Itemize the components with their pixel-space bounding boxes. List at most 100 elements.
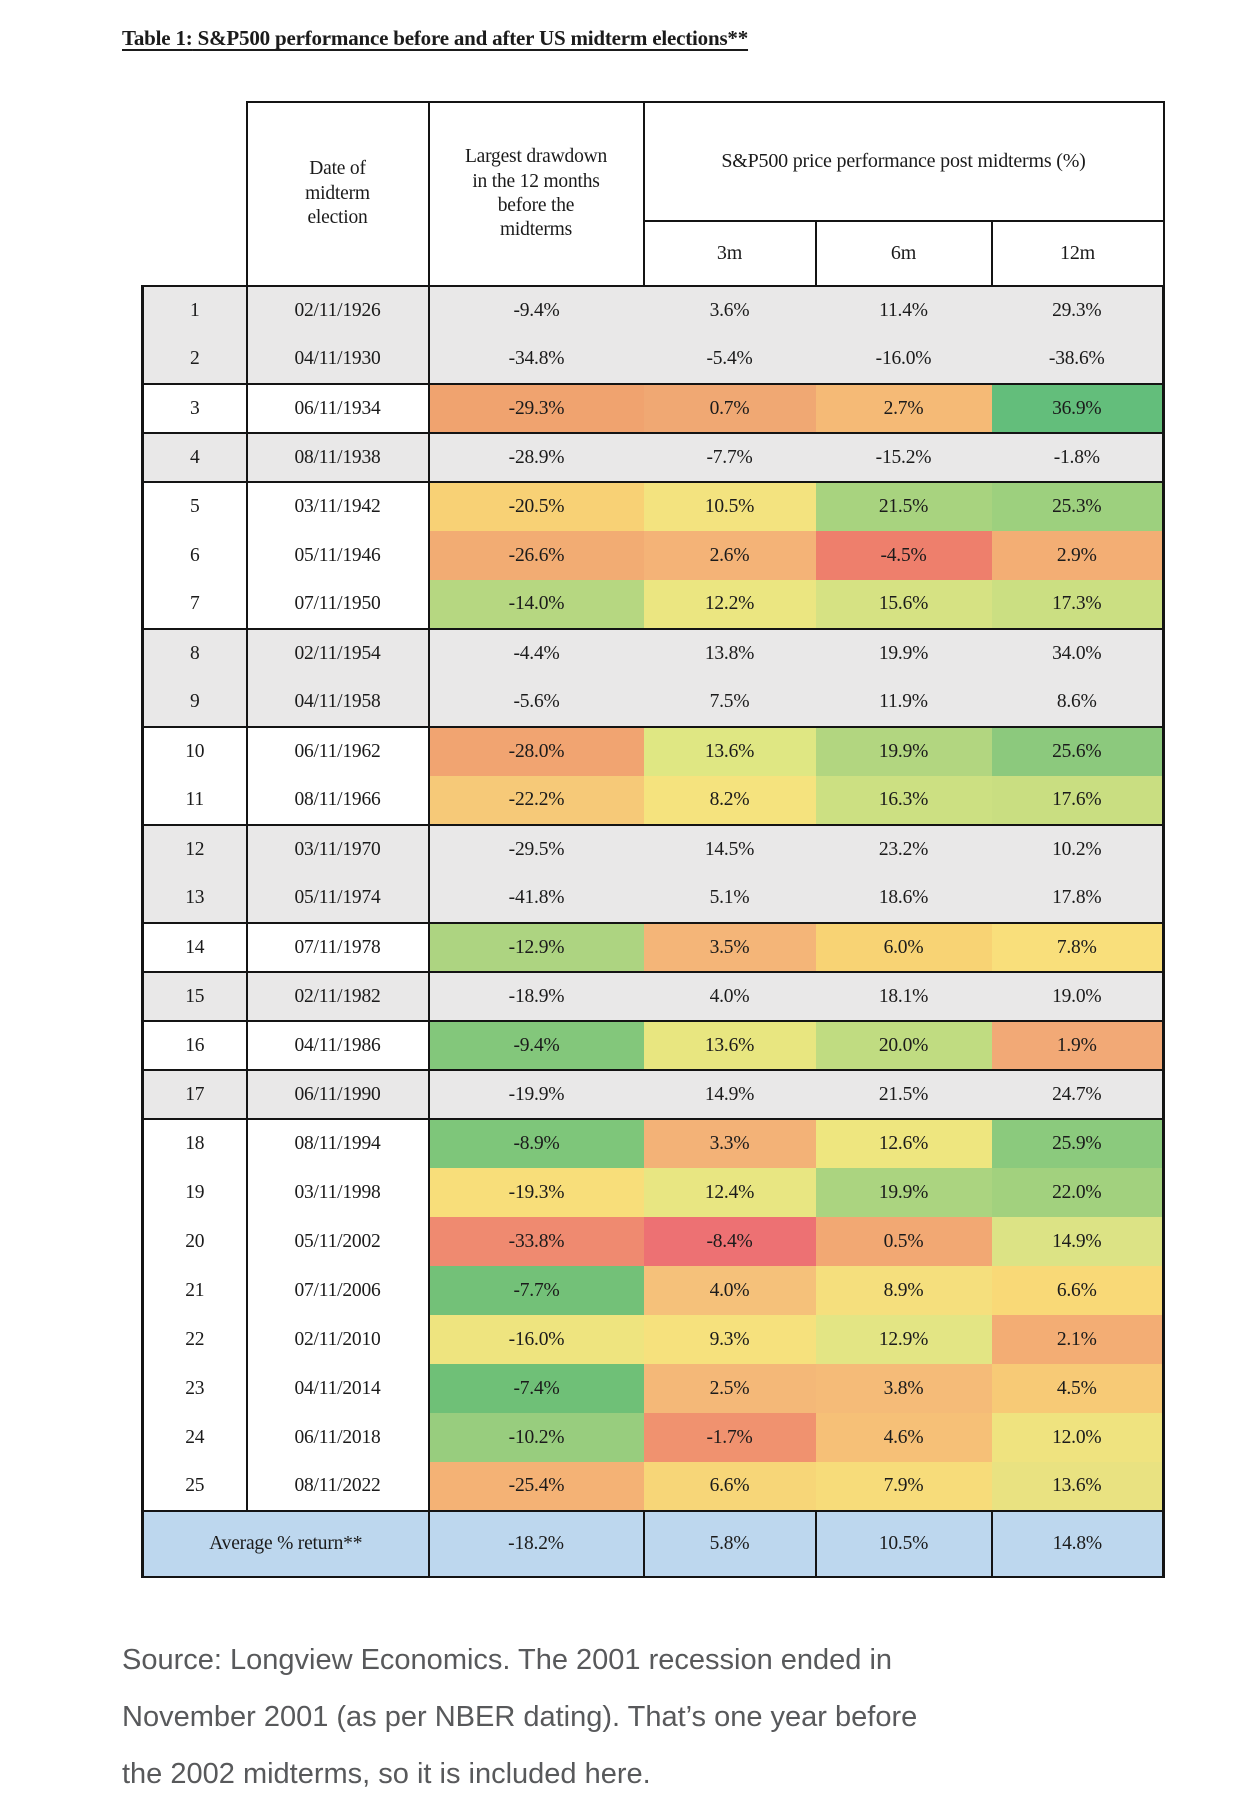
cell-dd: -28.9% (428, 432, 644, 482)
table-row: 7 07/11/1950 -14.0% 12.2% 15.6% 17.3% (141, 580, 1165, 629)
table-row: 16 04/11/1986 -9.4% 13.6% 20.0% 1.9% (141, 1020, 1165, 1070)
table-row: 12 03/11/1970 -29.5% 14.5% 23.2% 10.2% (141, 824, 1165, 874)
table-row: 23 04/11/2014 -7.4% 2.5% 3.8% 4.5% (141, 1364, 1165, 1413)
cell-m12: 17.8% (991, 874, 1165, 923)
cell-m3: 3.3% (643, 1118, 816, 1168)
cell-date: 07/11/1978 (246, 922, 430, 972)
cell-m12: 1.9% (991, 1020, 1165, 1070)
header-drawdown: Largest drawdown in the 12 months before… (427, 101, 645, 287)
cell-m12: 14.9% (991, 1217, 1165, 1266)
cell-num: 11 (141, 776, 248, 825)
table-row: 11 08/11/1966 -22.2% 8.2% 16.3% 17.6% (141, 776, 1165, 825)
table-row: 20 05/11/2002 -33.8% -8.4% 0.5% 14.9% (141, 1217, 1165, 1266)
cell-dd: -4.4% (428, 628, 644, 678)
source-note: Source: Longview Economics. The 2001 rec… (122, 1632, 1256, 1803)
average-row: Average % return** -18.2% 5.8% 10.5% 14.… (141, 1510, 1165, 1578)
cell-m6: 12.6% (815, 1118, 992, 1168)
table-row: 19 03/11/1998 -19.3% 12.4% 19.9% 22.0% (141, 1168, 1165, 1217)
cell-num: 25 (141, 1462, 248, 1511)
cell-m12: 19.0% (991, 971, 1165, 1021)
cell-num: 18 (141, 1118, 248, 1168)
cell-m12: 24.7% (991, 1069, 1165, 1119)
cell-dd: -19.3% (428, 1168, 644, 1217)
cell-date: 02/11/1926 (246, 285, 430, 335)
cell-dd: -18.9% (428, 971, 644, 1021)
table-row: 6 05/11/1946 -26.6% 2.6% -4.5% 2.9% (141, 531, 1165, 580)
cell-num: 12 (141, 824, 248, 874)
cell-num: 22 (141, 1315, 248, 1364)
cell-m12: 2.1% (991, 1315, 1165, 1364)
cell-date: 06/11/1990 (246, 1069, 430, 1119)
cell-dd: -7.7% (428, 1266, 644, 1315)
table-row: 22 02/11/2010 -16.0% 9.3% 12.9% 2.1% (141, 1315, 1165, 1364)
cell-m3: 7.5% (643, 678, 816, 727)
cell-m6: 19.9% (815, 726, 992, 776)
cell-m12: 7.8% (991, 922, 1165, 972)
cell-m3: 10.5% (643, 481, 816, 531)
cell-m3: 2.6% (643, 531, 816, 580)
cell-dd: -7.4% (428, 1364, 644, 1413)
source-line: November 2001 (as per NBER dating). That… (122, 1701, 918, 1733)
cell-m3: 5.1% (643, 874, 816, 923)
cell-dd: -20.5% (428, 481, 644, 531)
cell-num: 16 (141, 1020, 248, 1070)
cell-m3: 12.2% (643, 580, 816, 629)
table-body: 1 02/11/1926 -9.4% 3.6% 11.4% 29.3% 2 04/11/193… (141, 285, 1165, 1511)
cell-dd: -12.9% (428, 922, 644, 972)
table-header: Date of midterm election Largest drawdow… (142, 101, 1165, 287)
cell-dd: -28.0% (428, 726, 644, 776)
table-row: 10 06/11/1962 -28.0% 13.6% 19.9% 25.6% (141, 726, 1165, 776)
cell-num: 2 (141, 335, 248, 384)
average-3m: 5.8% (642, 1510, 817, 1578)
cell-m6: 16.3% (815, 776, 992, 825)
cell-date: 04/11/2014 (246, 1364, 430, 1413)
cell-m3: 13.6% (643, 726, 816, 776)
cell-dd: -8.9% (428, 1118, 644, 1168)
cell-m3: -5.4% (643, 335, 816, 384)
cell-m6: 0.5% (815, 1217, 992, 1266)
cell-m12: 12.0% (991, 1413, 1165, 1462)
cell-m3: 12.4% (643, 1168, 816, 1217)
cell-date: 05/11/2002 (246, 1217, 430, 1266)
cell-dd: -33.8% (428, 1217, 644, 1266)
cell-m12: 13.6% (991, 1462, 1165, 1511)
cell-dd: -29.3% (428, 383, 644, 433)
cell-date: 07/11/2006 (246, 1266, 430, 1315)
cell-date: 03/11/1942 (246, 481, 430, 531)
cell-m6: 18.6% (815, 874, 992, 923)
cell-m6: 2.7% (815, 383, 992, 433)
table-row: 1 02/11/1926 -9.4% 3.6% 11.4% 29.3% (141, 285, 1165, 335)
cell-m12: 10.2% (991, 824, 1165, 874)
cell-date: 04/11/1986 (246, 1020, 430, 1070)
cell-m12: 25.6% (991, 726, 1165, 776)
cell-dd: -29.5% (428, 824, 644, 874)
cell-m3: 14.5% (643, 824, 816, 874)
empty-corner-cell (142, 102, 247, 286)
cell-dd: -34.8% (428, 335, 644, 384)
table-row: 17 06/11/1990 -19.9% 14.9% 21.5% 24.7% (141, 1069, 1165, 1119)
table-row: 14 07/11/1978 -12.9% 3.5% 6.0% 7.8% (141, 922, 1165, 972)
cell-num: 17 (141, 1069, 248, 1119)
cell-date: 03/11/1998 (246, 1168, 430, 1217)
cell-date: 08/11/1938 (246, 432, 430, 482)
cell-m12: 6.6% (991, 1266, 1165, 1315)
cell-m6: 12.9% (815, 1315, 992, 1364)
cell-m6: 23.2% (815, 824, 992, 874)
table-row: 9 04/11/1958 -5.6% 7.5% 11.9% 8.6% (141, 678, 1165, 727)
cell-num: 5 (141, 481, 248, 531)
cell-date: 02/11/1982 (246, 971, 430, 1021)
header-performance-span: S&P500 price performance post midterms (… (642, 101, 1165, 222)
cell-num: 1 (141, 285, 248, 335)
cell-date: 02/11/1954 (246, 628, 430, 678)
table-row: 18 08/11/1994 -8.9% 3.3% 12.6% 25.9% (141, 1118, 1165, 1168)
cell-m12: -1.8% (991, 432, 1165, 482)
table-row: 8 02/11/1954 -4.4% 13.8% 19.9% 34.0% (141, 628, 1165, 678)
table-row: 5 03/11/1942 -20.5% 10.5% 21.5% 25.3% (141, 481, 1165, 531)
cell-date: 08/11/2022 (246, 1462, 430, 1511)
cell-m12: -38.6% (991, 335, 1165, 384)
cell-m6: 11.4% (815, 285, 992, 335)
cell-date: 08/11/1966 (246, 776, 430, 825)
cell-dd: -14.0% (428, 580, 644, 629)
table-footer: Average % return** -18.2% 5.8% 10.5% 14.… (141, 1510, 1165, 1578)
average-6m: 10.5% (814, 1510, 993, 1578)
